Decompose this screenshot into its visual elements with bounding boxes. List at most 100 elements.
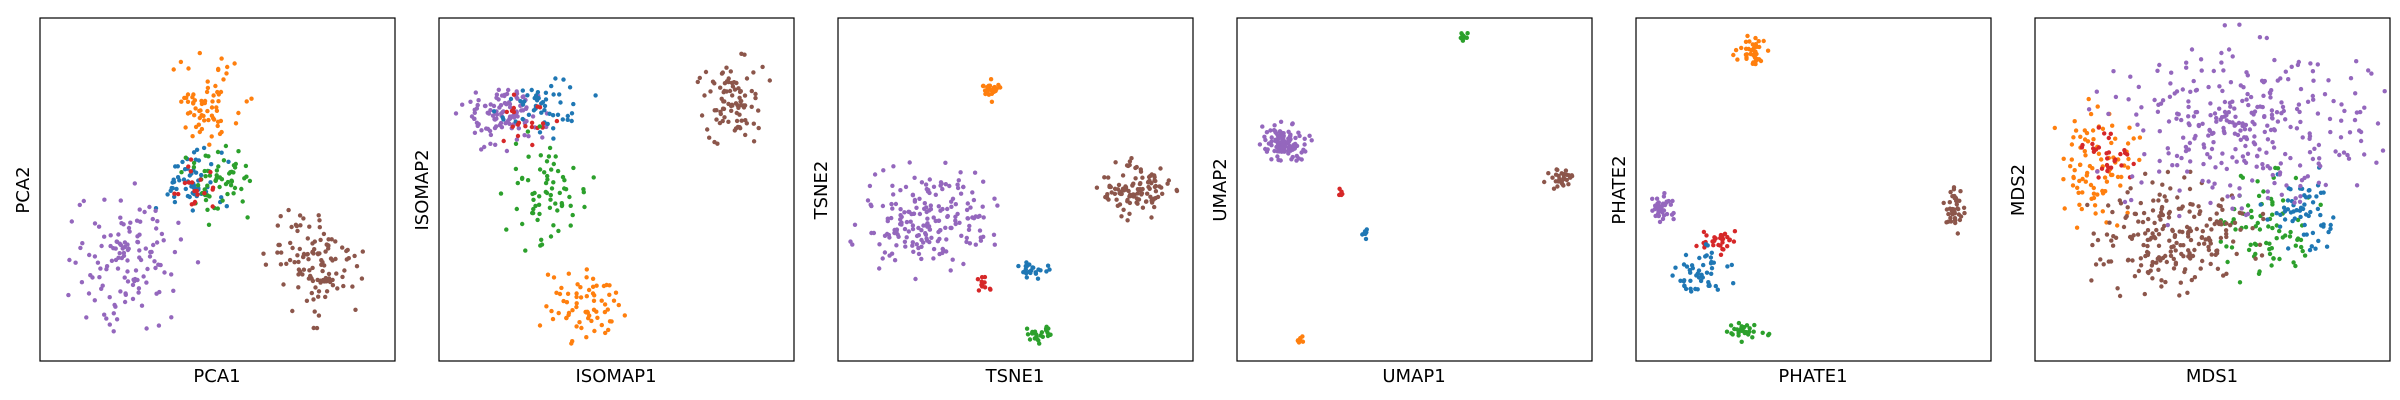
scatter-point-orange — [545, 272, 551, 277]
scatter-point-brown — [742, 103, 748, 108]
scatter-point-green — [2253, 242, 2259, 247]
scatter-point-purple — [479, 128, 484, 133]
scatter-point-brown — [308, 273, 313, 279]
scatter-point-brown — [743, 132, 748, 138]
scatter-point-blue — [565, 113, 570, 119]
scatter-point-purple — [120, 246, 125, 251]
scatter-point-red — [515, 133, 521, 139]
scatter-point-purple — [991, 232, 997, 237]
scatter-point-orange — [594, 309, 599, 314]
scatter-point-green — [1036, 338, 1041, 343]
scatter-point-purple — [2278, 161, 2283, 166]
scatter-point-orange — [197, 50, 202, 56]
scatter-point-purple — [1661, 194, 1667, 199]
scatter-point-purple — [2357, 128, 2362, 133]
scatter-point-purple — [125, 269, 130, 274]
scatter-point-purple — [2257, 147, 2262, 152]
scatter-point-orange — [991, 88, 996, 93]
scatter-point-brown — [727, 88, 733, 94]
scatter-point-brown — [730, 93, 735, 98]
scatter-point-brown — [2238, 227, 2243, 232]
scatter-point-brown — [307, 224, 312, 229]
scatter-point-orange — [584, 335, 589, 340]
scatter-point-purple — [958, 191, 964, 196]
scatter-point-brown — [2136, 268, 2142, 274]
scatter-point-brown — [1151, 196, 1157, 201]
scatter-point-brown — [324, 289, 330, 294]
scatter-point-blue — [571, 101, 576, 107]
scatter-point-brown — [2167, 209, 2172, 215]
scatter-point-brown — [749, 104, 754, 110]
scatter-point-brown — [729, 108, 734, 114]
scatter-point-orange — [1751, 52, 1756, 58]
scatter-point-purple — [508, 116, 513, 121]
scatter-point-purple — [2205, 152, 2210, 157]
scatter-point-green — [2270, 202, 2275, 207]
scatter-point-purple — [2167, 94, 2173, 100]
scatter-point-brown — [301, 216, 306, 221]
scatter-point-orange — [215, 89, 220, 95]
scatter-point-green — [206, 154, 211, 159]
y-axis-label: UMAP2 — [1210, 158, 1231, 221]
scatter-point-brown — [316, 294, 321, 299]
scatter-point-purple — [2284, 183, 2289, 188]
scatter-point-green — [551, 223, 556, 228]
scatter-point-purple — [2245, 91, 2250, 97]
scatter-points — [2052, 22, 2387, 299]
scatter-point-purple — [2244, 97, 2249, 102]
scatter-point-purple — [1278, 119, 1284, 125]
scatter-point-brown — [326, 237, 331, 242]
scatter-point-brown — [340, 245, 345, 250]
scatter-point-purple — [151, 242, 156, 248]
scatter-point-brown — [738, 89, 743, 94]
scatter-point-blue — [551, 126, 556, 131]
scatter-point-purple — [1671, 216, 1676, 222]
scatter-point-orange — [1745, 33, 1750, 39]
scatter-point-purple — [510, 113, 516, 119]
scatter-point-blue — [1703, 254, 1708, 259]
scatter-point-orange — [2074, 225, 2080, 230]
scatter-point-red — [1718, 252, 1724, 257]
scatter-point-orange — [236, 110, 241, 116]
scatter-point-blue — [1709, 266, 1715, 271]
scatter-point-blue — [1024, 260, 1029, 265]
scatter-point-green — [553, 201, 558, 206]
scatter-point-brown — [2101, 262, 2106, 267]
scatter-point-purple — [2183, 148, 2189, 154]
scatter-point-green — [183, 155, 188, 160]
scatter-point-purple — [2218, 117, 2223, 122]
scatter-point-brown — [305, 236, 310, 241]
scatter-point-red — [1712, 235, 1717, 240]
scatter-point-green — [551, 161, 556, 167]
scatter-point-purple — [92, 254, 98, 259]
scatter-point-brown — [2167, 238, 2172, 243]
scatter-point-blue — [1688, 270, 1693, 275]
scatter-point-brown — [261, 251, 266, 256]
scatter-point-purple — [910, 193, 916, 198]
scatter-point-green — [223, 143, 229, 149]
scatter-point-brown — [360, 249, 365, 254]
scatter-point-brown — [1551, 186, 1557, 191]
scatter-point-green — [1728, 323, 1734, 328]
scatter-point-orange — [214, 105, 219, 110]
scatter-point-purple — [936, 218, 942, 223]
scatter-point-green — [1766, 333, 1771, 338]
scatter-point-blue — [2302, 193, 2307, 198]
scatter-point-purple — [909, 211, 914, 217]
scatter-point-orange — [595, 315, 600, 320]
scatter-point-purple — [1660, 216, 1666, 222]
scatter-point-orange — [1747, 39, 1752, 44]
scatter-point-green — [1760, 330, 1765, 335]
scatter-point-purple — [2225, 194, 2230, 199]
scatter-point-brown — [2177, 293, 2182, 298]
scatter-point-orange — [569, 341, 574, 346]
scatter-point-brown — [2183, 267, 2188, 272]
scatter-point-green — [533, 203, 538, 209]
scatter-point-red — [2096, 175, 2101, 180]
scatter-point-brown — [2163, 253, 2168, 259]
scatter-point-brown — [2159, 206, 2164, 212]
scatter-point-blue — [171, 179, 177, 185]
scatter-point-purple — [906, 209, 911, 214]
scatter-point-green — [2233, 227, 2238, 232]
scatter-point-purple — [2208, 200, 2213, 206]
